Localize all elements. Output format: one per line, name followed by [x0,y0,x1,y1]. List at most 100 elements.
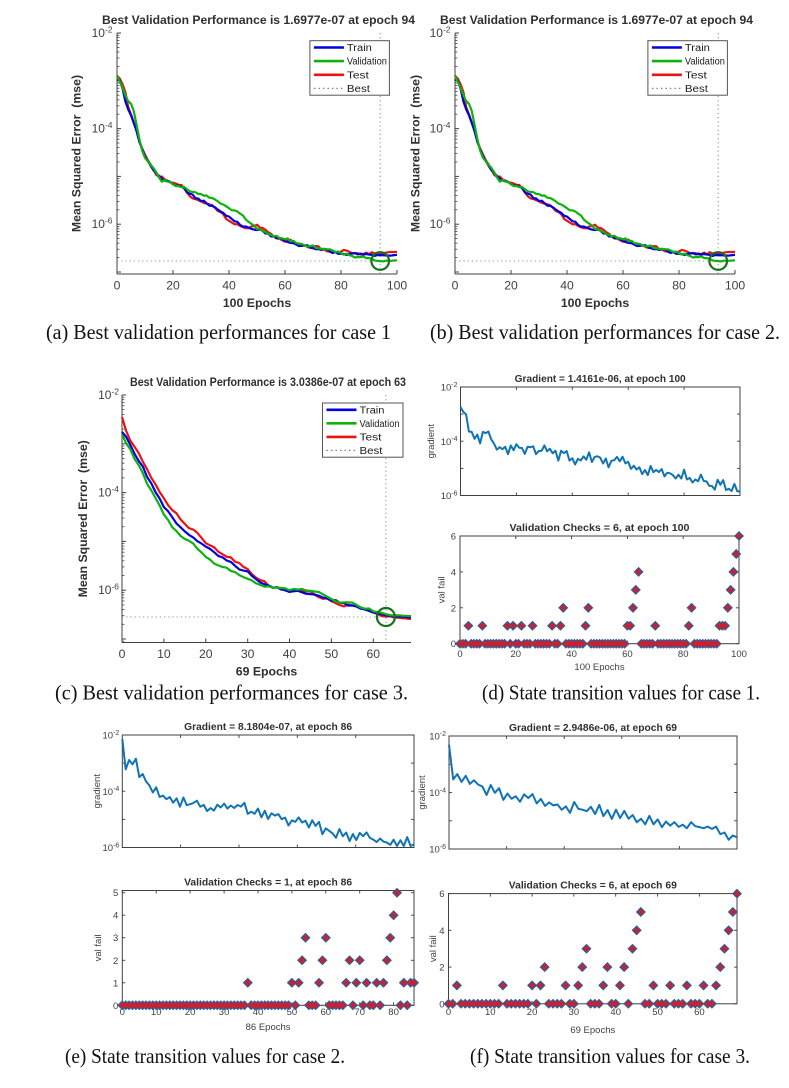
svg-text:2: 2 [439,963,444,974]
svg-text:Validation: Validation [347,57,387,68]
svg-text:10-2: 10-2 [441,382,458,394]
svg-text:Mean Squared Error (mse): Mean Squared Error (mse) [70,75,84,232]
svg-text:70: 70 [354,1007,365,1018]
svg-text:(f) State transition values fo: (f) State transition values for case 3. [470,1044,750,1068]
svg-text:gradient: gradient [92,774,103,809]
svg-text:100 Epochs: 100 Epochs [223,296,292,310]
svg-text:Train: Train [685,43,710,54]
svg-text:10: 10 [151,1007,162,1018]
svg-text:Best Validation Performance is: Best Validation Performance is 1.6977e-0… [102,15,416,27]
svg-text:50: 50 [652,1007,663,1018]
svg-text:20: 20 [527,1007,538,1018]
svg-text:val fail: val fail [93,934,104,961]
svg-text:40: 40 [253,1007,264,1018]
svg-text:30: 30 [241,647,255,661]
svg-text:3: 3 [113,933,118,944]
svg-text:(e) State transition values fo: (e) State transition values for case 2. [65,1044,345,1068]
svg-text:0: 0 [452,279,459,293]
svg-text:Best Validation Performance is: Best Validation Performance is 3.0386e-0… [130,377,406,389]
svg-text:60: 60 [616,279,630,293]
svg-text:gradient: gradient [417,775,428,810]
svg-text:60: 60 [278,279,292,293]
svg-text:50: 50 [287,1007,298,1018]
svg-text:1: 1 [113,978,118,989]
svg-text:10-4: 10-4 [102,786,119,798]
svg-text:Mean Squared Error (mse): Mean Squared Error (mse) [76,440,90,597]
svg-text:0: 0 [119,647,126,661]
svg-text:Gradient = 2.9486e-06, at epoc: Gradient = 2.9486e-06, at epoch 69 [509,723,677,734]
svg-text:100: 100 [731,649,747,660]
svg-text:100 Epochs: 100 Epochs [561,296,630,310]
svg-text:Gradient = 1.4161e-06, at epoc: Gradient = 1.4161e-06, at epoch 100 [515,374,686,385]
svg-text:Validation: Validation [360,419,400,430]
svg-text:10-4: 10-4 [429,787,446,799]
svg-text:2: 2 [113,956,118,967]
svg-text:5: 5 [113,888,118,899]
svg-text:Validation: Validation [685,57,725,68]
svg-text:10: 10 [157,647,171,661]
svg-text:40: 40 [566,649,577,660]
svg-text:80: 80 [388,1007,399,1018]
svg-text:Best: Best [360,446,383,457]
svg-text:Validation Checks = 6, at epoc: Validation Checks = 6, at epoch 100 [510,523,690,534]
svg-text:Validation Checks = 6, at epoc: Validation Checks = 6, at epoch 69 [509,881,677,892]
svg-text:60: 60 [694,1007,705,1018]
svg-text:100 Epochs: 100 Epochs [574,662,624,673]
svg-text:40: 40 [560,279,574,293]
svg-text:0: 0 [114,279,121,293]
svg-text:60: 60 [321,1007,332,1018]
svg-text:Validation Checks = 1, at epoc: Validation Checks = 1, at epoch 86 [184,878,352,889]
svg-text:2: 2 [451,603,456,614]
svg-text:Best: Best [685,84,708,95]
svg-text:Best: Best [347,84,370,95]
svg-text:0: 0 [113,1001,118,1012]
svg-text:10-4: 10-4 [441,436,458,448]
svg-text:6: 6 [439,889,444,900]
svg-text:20: 20 [199,647,213,661]
svg-text:10-6: 10-6 [102,842,119,854]
svg-text:(c) Best validation performanc: (c) Best validation performances for cas… [55,681,408,705]
svg-text:80: 80 [334,279,348,293]
svg-text:60: 60 [622,649,633,660]
svg-text:20: 20 [511,649,522,660]
svg-text:Test: Test [685,70,707,81]
svg-text:0: 0 [451,639,456,650]
svg-text:4: 4 [113,911,118,922]
svg-text:0: 0 [446,1007,451,1018]
svg-text:Train: Train [347,43,372,54]
svg-text:4: 4 [439,926,444,937]
svg-text:86 Epochs: 86 Epochs [246,1022,291,1033]
svg-text:69 Epochs: 69 Epochs [570,1025,615,1036]
svg-text:10: 10 [485,1007,496,1018]
svg-text:val fail: val fail [428,935,439,962]
svg-text:Best Validation Performance is: Best Validation Performance is 1.6977e-0… [440,15,754,27]
svg-text:4: 4 [451,567,456,578]
svg-text:0: 0 [439,999,444,1010]
svg-text:60: 60 [367,647,381,661]
svg-text:0: 0 [457,649,462,660]
svg-text:100: 100 [725,279,746,293]
svg-text:Test: Test [360,432,382,443]
svg-text:30: 30 [219,1007,230,1018]
svg-text:69 Epochs: 69 Epochs [236,665,298,679]
svg-text:40: 40 [283,647,297,661]
svg-text:gradient: gradient [426,424,437,459]
svg-text:(a) Best validation performanc: (a) Best validation performances for cas… [46,320,391,344]
svg-text:20: 20 [166,279,180,293]
svg-text:(b) Best validation performanc: (b) Best validation performances for cas… [430,320,780,344]
svg-text:Train: Train [360,405,385,416]
svg-text:80: 80 [678,649,689,660]
svg-text:val fail: val fail [437,576,448,603]
svg-text:10-2: 10-2 [429,731,446,743]
svg-text:Test: Test [347,70,369,81]
svg-text:30: 30 [569,1007,580,1018]
svg-text:Gradient = 8.1804e-07, at epoc: Gradient = 8.1804e-07, at epoch 86 [184,722,352,733]
svg-text:10-6: 10-6 [441,490,458,502]
svg-text:40: 40 [222,279,236,293]
svg-text:0: 0 [120,1007,125,1018]
svg-text:6: 6 [451,532,456,543]
svg-text:Mean Squared Error (mse): Mean Squared Error (mse) [409,75,423,232]
svg-text:20: 20 [504,279,518,293]
svg-text:10-2: 10-2 [102,730,119,742]
svg-text:80: 80 [672,279,686,293]
